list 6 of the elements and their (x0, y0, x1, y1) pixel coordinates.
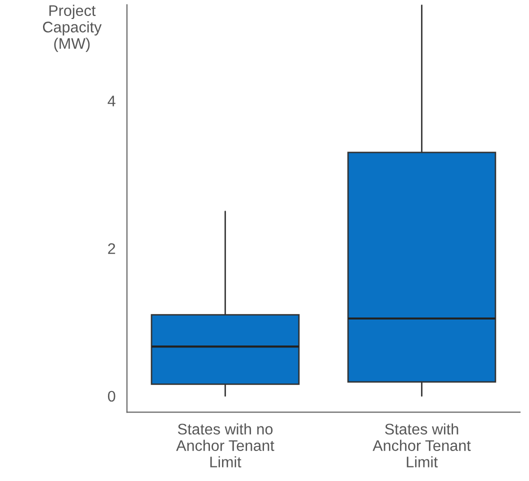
x-tick-label: States with Anchor Tenant Limit (372, 423, 471, 468)
x-tick-label: States with no Anchor Tenant Limit (176, 423, 274, 468)
y-tick-label: 2 (108, 243, 116, 254)
y-tick-label: 0 (108, 390, 116, 402)
y-tick-label: 4 (108, 96, 116, 106)
y-axis-title: Project Capacity (MW) (42, 4, 102, 52)
